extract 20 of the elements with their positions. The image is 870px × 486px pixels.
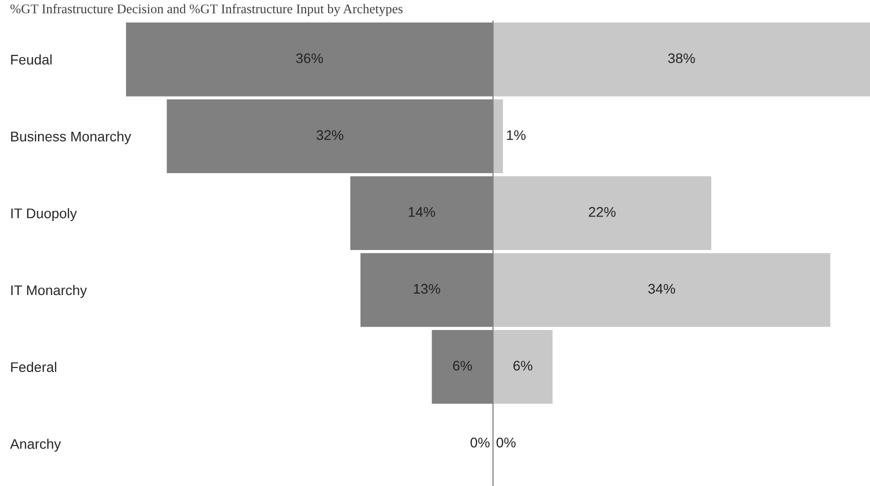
chart-title: %GT Infrastructure Decision and %GT Infrastructure Input by Archetypes: [10, 4, 403, 16]
data-label: 14%: [408, 207, 436, 217]
data-label: 22%: [588, 207, 616, 217]
data-label: 13%: [414, 284, 440, 294]
y-tick-label: IT Monarchy: [11, 284, 87, 298]
data-label: 0%: [470, 438, 490, 448]
data-label: 32%: [316, 130, 344, 140]
data-label: 6%: [453, 360, 472, 371]
y-tick-label: Anarchy: [10, 438, 61, 452]
data-label: 34%: [648, 284, 676, 294]
y-tick-label: Business Monarchy: [11, 131, 132, 144]
data-label: 6%: [513, 360, 532, 371]
data-label: 0%: [496, 438, 516, 448]
data-label: 36%: [296, 53, 323, 64]
y-tick-label: Federal: [11, 362, 56, 372]
bar: [493, 99, 503, 174]
y-tick-label: IT Duopoly: [11, 208, 77, 222]
data-label: 38%: [668, 53, 695, 64]
y-tick-label: Feudal: [11, 54, 52, 65]
data-label: 1%: [506, 130, 526, 140]
